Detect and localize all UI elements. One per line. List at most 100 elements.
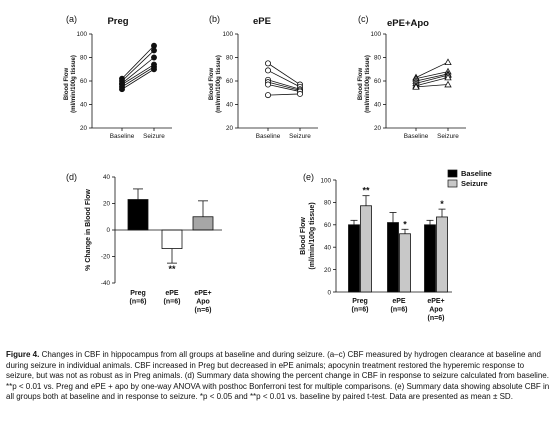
subject-line [415,77,449,87]
subject-line [267,70,301,88]
x-tick-label: (n=6) [130,299,147,306]
subject-line [267,79,301,90]
bar [360,205,372,293]
y-tick-label: 100 [320,177,331,184]
bar [399,233,411,293]
x-tick-label: Preg [352,298,368,305]
legend-label: Baseline [461,169,492,178]
subject-line [267,84,301,92]
data-point [119,86,125,93]
subject-line [121,68,155,90]
y-tick-label: 20 [374,125,382,132]
data-point [264,81,271,88]
x-tick-label: Preg [130,290,146,297]
panel-d: (d) % Change in Blood Flow -40 -20 0 20 40 Preg… [66,172,222,314]
significance-marker: ** [168,264,176,274]
subject-line [121,66,155,88]
data-point [412,83,420,90]
panel-letter: (e) [303,172,314,182]
y-tick-label: 100 [76,31,87,38]
y-tick-label: 100 [222,31,233,38]
panel-letter: (b) [209,14,220,24]
y-tick-label: 100 [370,31,381,38]
y-tick-label: 60 [80,78,88,85]
subject-line [121,57,155,84]
y-tick-label: 20 [80,125,88,132]
x-tick-label: (n=6) [428,315,445,322]
y-tick-label: 80 [80,55,88,62]
subject-line [415,73,449,82]
panel-letter: (a) [66,14,77,24]
legend-swatch [447,169,458,178]
x-tick-label: Baseline [110,133,135,140]
x-tick-label: Apo [429,307,443,314]
y-axis-label: Blood Flow(ml/min/100g tissue) [64,55,77,113]
x-tick-label: ePE+ [194,290,211,297]
y-tick-label: 0 [106,227,110,234]
panel-c: (c) ePE+Apo Blood Flow(ml/min/100g tissue)… [358,14,466,140]
caption-lead: Figure 4. [6,350,40,359]
legend-label: Seizure [461,179,488,188]
data-point [264,60,271,67]
y-tick-label: 60 [226,78,234,85]
y-tick-label: 40 [103,174,111,181]
data-point [264,67,271,74]
caption-text: Changes in CBF in hippocampus from all g… [6,350,550,402]
y-axis-label: Blood Flow(ml/min/100g tissue) [300,202,316,269]
y-tick-label: 40 [324,245,332,252]
y-tick-label: 20 [103,201,111,208]
y-axis-label: % Change in Blood Flow [85,189,92,271]
y-tick-label: -20 [101,254,111,261]
subject-line [267,93,301,96]
y-tick-label: 40 [226,102,234,109]
y-axis-label-line: (ml/min/100g tissue) [71,55,77,113]
y-tick-label: 20 [324,267,332,274]
y-tick-label: 80 [324,200,332,207]
x-tick-label: Seizure [143,133,165,140]
subject-line [121,50,155,82]
data-point [264,92,271,99]
x-tick-label: ePE+ [427,298,444,305]
y-axis-label-line: Blood Flow [300,217,307,255]
y-axis-label-line: (ml/min/100g tissue) [216,55,222,113]
panel-letter: (c) [358,14,369,24]
y-axis-label-line: Blood Flow [358,68,364,101]
y-axis-label-line: (ml/min/100g tissue) [365,55,371,113]
bar [161,229,183,249]
significance-marker: * [403,219,407,229]
x-tick-label: (n=6) [195,307,212,314]
y-axis-label-line: Blood Flow [209,68,215,101]
data-point [296,90,303,97]
y-axis-label-line: (ml/min/100g tissue) [309,202,316,269]
y-tick-label: 80 [226,55,234,62]
bar [424,224,436,293]
panel-title: Preg [107,16,128,27]
legend-swatch [447,179,458,188]
bar [348,224,360,293]
y-axis-label: Blood Flow(ml/min/100g tissue) [209,55,222,113]
subject-line [267,81,301,91]
data-point [444,80,452,88]
subject-line [121,45,155,79]
panel-e: (e) Blood Flow (ml/min/100g tissue) 0 20 40 60… [300,169,492,322]
x-tick-label: ePE [165,290,179,297]
y-tick-label: 20 [226,125,234,132]
figure-caption: Figure 4. Changes in CBF in hippocampus … [6,350,550,403]
x-tick-label: Seizure [437,133,459,140]
significance-marker: ** [362,186,370,196]
x-tick-label: Apo [196,299,210,306]
panel-title: ePE+Apo [387,18,429,29]
y-tick-label: 60 [374,78,382,85]
bar [387,222,399,293]
y-tick-label: 40 [80,102,88,109]
subject-line [415,61,449,78]
data-point [444,58,452,65]
y-axis-label-line: Blood Flow [64,68,70,101]
panel-letter: (d) [66,172,77,182]
panel-b: (b) ePE Blood Flow(ml/min/100g tissue) 20 40… [209,14,318,140]
figure: (a) Preg Blood Flow(ml/min/100g tissue) 20 4… [64,14,492,322]
x-tick-label: Baseline [256,133,281,140]
significance-marker: * [440,199,444,209]
y-tick-label: 0 [327,289,331,296]
